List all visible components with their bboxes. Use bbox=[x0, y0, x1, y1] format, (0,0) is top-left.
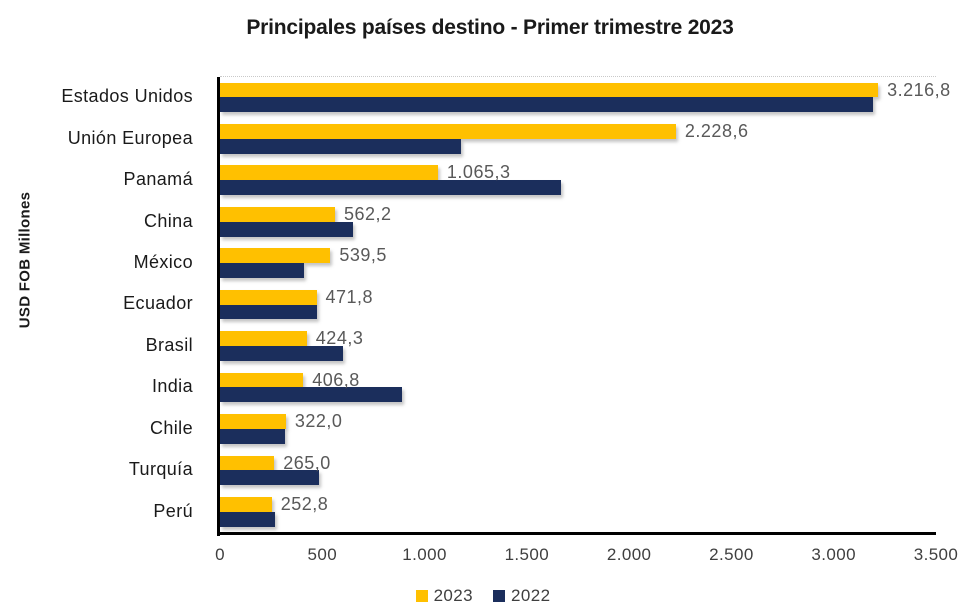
x-axis-tick-label: 0 bbox=[215, 545, 225, 564]
category-label: Ecuador bbox=[123, 293, 193, 314]
plot-area: 3.216,8 2.228,6 1.065,3 562,2 539,5 471,8 424,… bbox=[217, 76, 950, 536]
x-axis-line bbox=[217, 532, 936, 535]
plot-row: 562,2 bbox=[220, 201, 936, 242]
bar-2023 bbox=[220, 496, 272, 512]
category-label: Estados Unidos bbox=[61, 86, 193, 107]
category-label: India bbox=[151, 376, 193, 397]
legend-swatch-2022 bbox=[493, 590, 505, 602]
bar-value-label: 471,8 bbox=[325, 286, 374, 307]
bar-2023 bbox=[220, 455, 275, 471]
bar-2022 bbox=[220, 263, 304, 278]
plot-row: 322,0 bbox=[220, 409, 936, 450]
legend-item-2023: 2023 bbox=[415, 586, 473, 606]
legend-label-2022: 2022 bbox=[511, 586, 551, 605]
bar-2023 bbox=[220, 82, 879, 98]
bar-2023 bbox=[220, 289, 317, 305]
bar-2022 bbox=[220, 180, 561, 196]
plot-row: 2.228,6 bbox=[220, 118, 936, 159]
bar-value-label: 1.065,3 bbox=[446, 162, 511, 183]
category-label: Perú bbox=[153, 500, 193, 521]
bar-2022 bbox=[220, 511, 276, 527]
bar-value-label: 424,3 bbox=[315, 328, 364, 349]
chart-title: Principales países destino - Primer trim… bbox=[246, 16, 734, 39]
category-label: Panamá bbox=[123, 169, 193, 190]
x-axis-tick-label: 3.000 bbox=[811, 545, 856, 564]
plot-row: 539,5 bbox=[220, 243, 936, 284]
plot-row: 424,3 bbox=[220, 326, 936, 367]
bar-value-label: 539,5 bbox=[339, 245, 387, 266]
legend-label-2023: 2023 bbox=[433, 586, 473, 605]
plot-row: 1.065,3 bbox=[220, 160, 936, 201]
bar-value-label: 562,2 bbox=[344, 203, 392, 224]
x-axis-tick-label: 500 bbox=[307, 545, 338, 564]
x-axis-tick-label: 2.500 bbox=[709, 545, 754, 564]
bar-value-label: 265,0 bbox=[283, 452, 331, 473]
category-labels-column: Estados Unidos Unión Europea Panamá China Mé… bbox=[0, 76, 207, 532]
legend: 2023 2022 bbox=[0, 586, 966, 606]
bar-2022 bbox=[220, 221, 353, 237]
bar-2022 bbox=[220, 138, 462, 154]
bar-2023 bbox=[220, 206, 335, 222]
bar-2022 bbox=[220, 346, 343, 361]
category-label: China bbox=[143, 210, 193, 231]
bar-2023 bbox=[220, 124, 676, 139]
bar-2022 bbox=[220, 428, 285, 444]
bar-2023 bbox=[220, 414, 286, 429]
bar-2023 bbox=[220, 331, 307, 347]
bar-value-label: 322,0 bbox=[294, 411, 343, 432]
category-label: Chile bbox=[149, 417, 193, 438]
x-axis-tick-label: 1.000 bbox=[402, 545, 447, 564]
bar-2022 bbox=[220, 304, 318, 320]
x-axis-tick-label: 1.500 bbox=[504, 545, 550, 564]
x-axis: 0 500 1.000 1.500 2.000 2.500 3.000 3.500 bbox=[215, 545, 958, 567]
bar-value-label: 252,8 bbox=[280, 493, 329, 514]
bar-2023 bbox=[220, 372, 304, 388]
y-axis-line bbox=[217, 77, 220, 536]
bar-value-label: 2.228,6 bbox=[684, 121, 749, 142]
plot-row: 406,8 bbox=[220, 367, 936, 408]
bar-2022 bbox=[220, 97, 873, 113]
category-label: Turquía bbox=[128, 459, 193, 480]
plot-row: 471,8 bbox=[220, 284, 936, 325]
x-axis-tick-label: 3.500 bbox=[913, 545, 959, 564]
legend-item-2022: 2022 bbox=[493, 586, 550, 606]
plot-row: 3.216,8 bbox=[220, 77, 950, 118]
bar-2023 bbox=[220, 248, 331, 264]
bar-value-label: 3.216,8 bbox=[887, 79, 951, 100]
category-label: Brasil bbox=[145, 334, 193, 355]
category-label: Unión Europea bbox=[67, 127, 193, 148]
bar-2022 bbox=[220, 470, 320, 486]
plot-row: 265,0 bbox=[220, 450, 936, 491]
x-axis-tick-label: 2.000 bbox=[606, 545, 652, 564]
bar-2022 bbox=[220, 387, 403, 403]
plot-row: 252,8 bbox=[220, 491, 936, 532]
bar-value-label: 406,8 bbox=[312, 369, 360, 390]
category-label: México bbox=[133, 252, 193, 273]
bar-2023 bbox=[220, 165, 438, 181]
legend-swatch-2023 bbox=[415, 590, 428, 602]
